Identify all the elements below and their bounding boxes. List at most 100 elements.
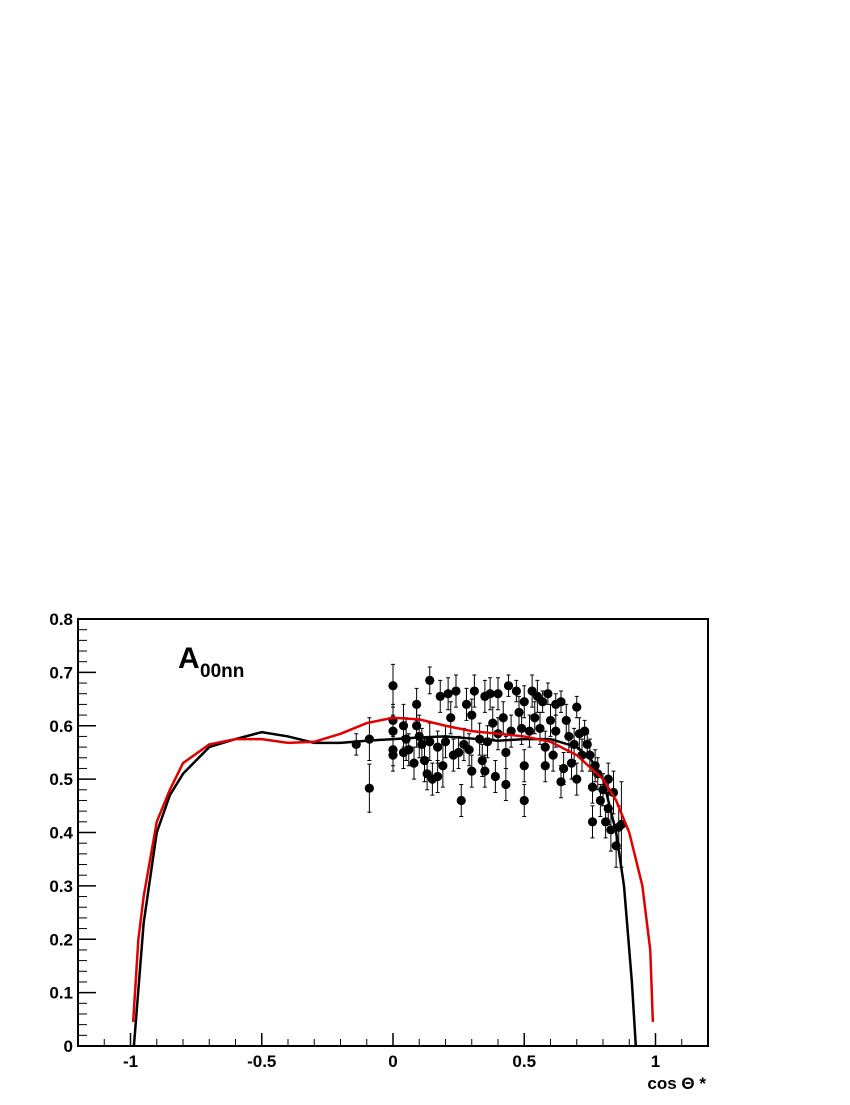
data-point <box>556 777 566 787</box>
data-point <box>443 689 453 699</box>
data-point <box>503 681 514 691</box>
data-point <box>454 747 464 758</box>
data-point <box>485 689 495 699</box>
data-point <box>419 755 430 766</box>
error-cap <box>427 666 432 695</box>
data-point <box>580 726 590 736</box>
error-cap <box>367 717 372 761</box>
error-cap <box>593 749 598 783</box>
error-cap <box>477 722 482 756</box>
data-point <box>464 745 474 755</box>
data-point <box>435 691 445 701</box>
data-point <box>524 726 535 736</box>
data-point <box>456 795 466 806</box>
data-point <box>480 766 490 776</box>
data-point <box>467 710 477 720</box>
data-point <box>511 686 521 696</box>
error-cap <box>454 674 458 708</box>
y-tick-label: 0.8 <box>49 610 73 629</box>
data-point <box>540 761 550 771</box>
error-cap <box>580 738 584 772</box>
data-point <box>519 761 529 771</box>
error-cap <box>482 754 487 788</box>
data-point <box>517 723 527 734</box>
error-cap <box>506 674 511 697</box>
data-point <box>551 726 561 736</box>
data-point <box>488 718 498 728</box>
data-point <box>506 726 516 736</box>
data-point <box>501 779 511 790</box>
error-cap <box>488 677 493 711</box>
error-cap <box>469 754 474 788</box>
data-point <box>601 817 611 827</box>
data-point <box>490 771 500 782</box>
x-tick-label: 0 <box>388 1052 397 1071</box>
data-point <box>572 774 582 784</box>
error-cap <box>448 701 453 735</box>
y-tick-label: 0.6 <box>49 717 73 736</box>
data-point <box>451 686 461 696</box>
x-tick-label: 0.5 <box>512 1052 536 1071</box>
error-cap <box>496 677 500 711</box>
error-cap <box>417 714 422 759</box>
data-point <box>606 825 616 835</box>
error-cap <box>435 730 440 764</box>
error-cap <box>503 767 508 801</box>
data-point <box>461 699 472 710</box>
data-point <box>556 697 566 707</box>
error-cap <box>472 674 477 708</box>
data-point <box>388 750 398 760</box>
data-point <box>409 758 419 768</box>
data-point <box>535 723 545 734</box>
error-cap <box>480 743 485 777</box>
error-cap <box>598 783 603 817</box>
data-point <box>595 795 605 806</box>
data-point <box>467 766 477 776</box>
error-cap <box>590 805 595 839</box>
data-point <box>572 702 582 712</box>
y-tick-label: 0.2 <box>49 930 73 949</box>
y-tick-label: 0.3 <box>49 877 73 896</box>
error-cap <box>354 733 359 756</box>
y-tick-label: 0.7 <box>49 663 73 682</box>
data-point <box>519 697 529 707</box>
data-point <box>545 715 556 726</box>
data-point <box>425 737 435 747</box>
data-point <box>514 707 524 718</box>
error-cap <box>522 749 527 783</box>
data-point <box>446 713 456 723</box>
data-point <box>566 758 577 768</box>
data-point <box>477 755 487 766</box>
data-point <box>498 713 508 723</box>
data-point <box>548 750 558 760</box>
error-cap <box>522 685 527 719</box>
data-point <box>582 739 592 750</box>
error-cap <box>438 679 443 713</box>
data-point <box>501 747 511 758</box>
data-point <box>404 745 414 755</box>
error-cap <box>406 733 411 767</box>
data-point <box>493 689 503 699</box>
error-cap <box>493 759 498 793</box>
data-point <box>433 771 443 782</box>
data-point <box>519 795 529 806</box>
data-point <box>616 819 626 830</box>
data-point <box>540 742 550 752</box>
error-cap <box>482 679 487 713</box>
data-point <box>438 761 448 771</box>
data-point <box>530 713 540 723</box>
error-cap <box>559 690 563 713</box>
x-tick-label: -1 <box>123 1052 138 1071</box>
data-point <box>561 715 571 726</box>
curve <box>131 716 655 1023</box>
data-point <box>543 689 553 699</box>
data-point <box>417 739 427 750</box>
data-point <box>564 731 574 742</box>
error-cap <box>514 679 519 703</box>
y-tick-label: 0 <box>64 1037 73 1056</box>
error-cap <box>553 714 558 748</box>
x-tick-label: -0.5 <box>247 1052 276 1071</box>
error-cap <box>485 725 490 759</box>
data-point <box>469 686 479 696</box>
